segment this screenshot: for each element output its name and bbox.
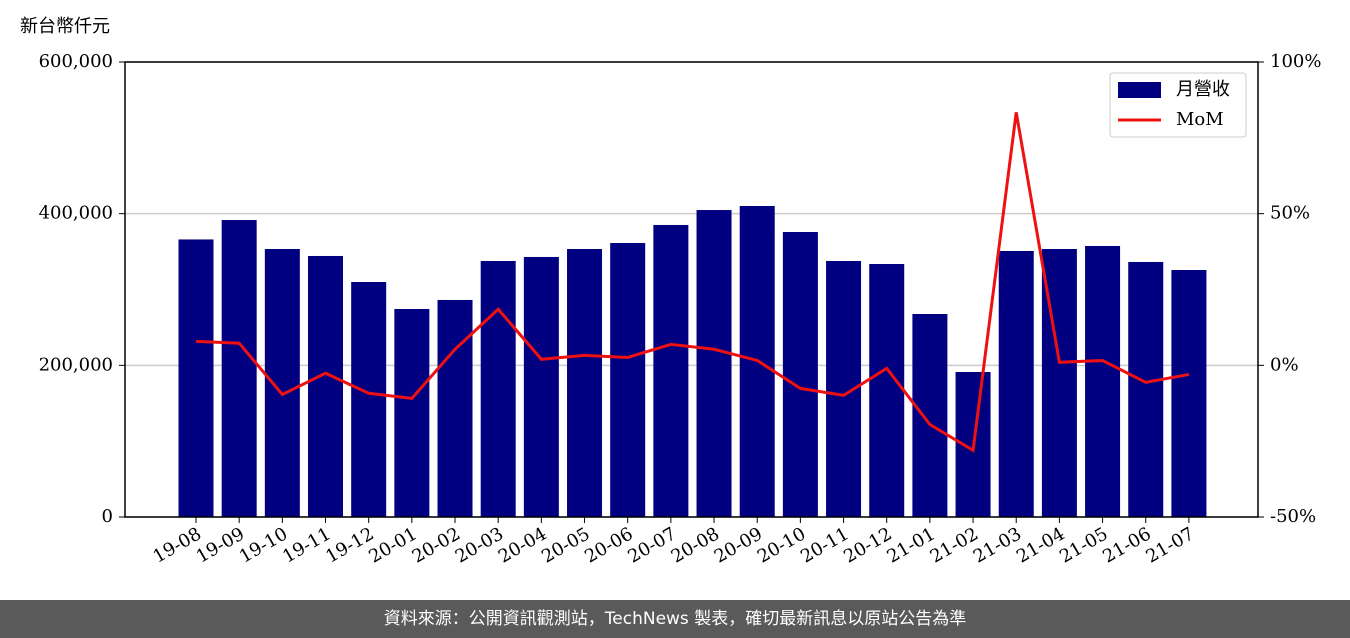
x-tick-label: 20-11 <box>797 523 852 567</box>
x-tick-label: 19-11 <box>279 523 334 567</box>
chart: 新台幣仟元 0 200,000 400,000 600,000 -50% 0% 50% 100… <box>20 16 1321 568</box>
bar <box>523 256 559 517</box>
x-tick-label: 21-02 <box>927 523 982 567</box>
x-tick-label: 20-10 <box>754 523 809 567</box>
y2-tick-label: 0% <box>1270 354 1299 375</box>
bar <box>264 249 300 517</box>
x-tick-label: 21-06 <box>1099 523 1154 567</box>
bar <box>869 264 905 517</box>
legend-label: MoM <box>1176 109 1224 130</box>
y-tick-label: 0 <box>102 506 113 527</box>
x-tick-label: 21-07 <box>1142 523 1197 567</box>
x-tick-label: 20-04 <box>495 523 550 567</box>
x-tick-label: 20-06 <box>581 523 636 567</box>
x-tick-label: 19-08 <box>150 523 205 567</box>
bar <box>308 255 344 517</box>
bar <box>912 313 948 517</box>
x-tick-label: 21-05 <box>1056 523 1111 567</box>
x-tick-label: 20-03 <box>452 523 507 567</box>
bar <box>998 250 1034 517</box>
bar <box>480 260 516 517</box>
x-tick-label: 20-08 <box>668 523 723 567</box>
x-tick-label: 19-12 <box>322 523 377 567</box>
bar <box>1171 270 1207 517</box>
legend-label: 月營收 <box>1176 79 1230 100</box>
plot-frame <box>124 61 1259 518</box>
x-tick-label: 20-07 <box>624 523 679 567</box>
x-tick-label: 19-10 <box>236 523 291 567</box>
bar <box>782 232 818 518</box>
bar <box>567 249 603 517</box>
x-tick-label: 21-01 <box>883 523 938 567</box>
y-tick-label: 600,000 <box>39 51 113 72</box>
y-tick-label: 400,000 <box>39 203 113 224</box>
bar <box>653 224 689 518</box>
x-tick-label: 21-03 <box>970 523 1025 567</box>
x-tick-label: 20-12 <box>840 523 895 567</box>
bar <box>610 243 646 517</box>
x-tick-label: 20-02 <box>409 523 464 567</box>
x-tick-label: 20-01 <box>365 523 420 567</box>
y2-tick-label: 100% <box>1270 51 1321 72</box>
bar <box>696 210 732 517</box>
bar <box>178 239 214 517</box>
line <box>195 112 1190 453</box>
y-tick-label: 200,000 <box>39 354 113 375</box>
bar <box>1085 245 1121 517</box>
bar <box>394 308 430 517</box>
legend-swatch <box>1118 82 1161 98</box>
y2-tick-label: -50% <box>1270 506 1316 527</box>
x-tick-label: 20-05 <box>538 523 593 567</box>
source-note: 資料來源：公開資訊觀測站，TechNews 製表，確切最新訊息以原站公告為準 <box>0 600 1350 638</box>
bar <box>221 220 257 517</box>
x-tick-label: 20-09 <box>711 523 766 567</box>
x-tick-label: 19-09 <box>193 523 248 567</box>
x-tick-label: 21-04 <box>1013 523 1068 567</box>
bar <box>1128 261 1164 517</box>
y-axis-label: 新台幣仟元 <box>20 16 110 37</box>
bar <box>351 281 387 517</box>
y2-tick-label: 50% <box>1270 203 1310 224</box>
bar <box>437 299 473 517</box>
